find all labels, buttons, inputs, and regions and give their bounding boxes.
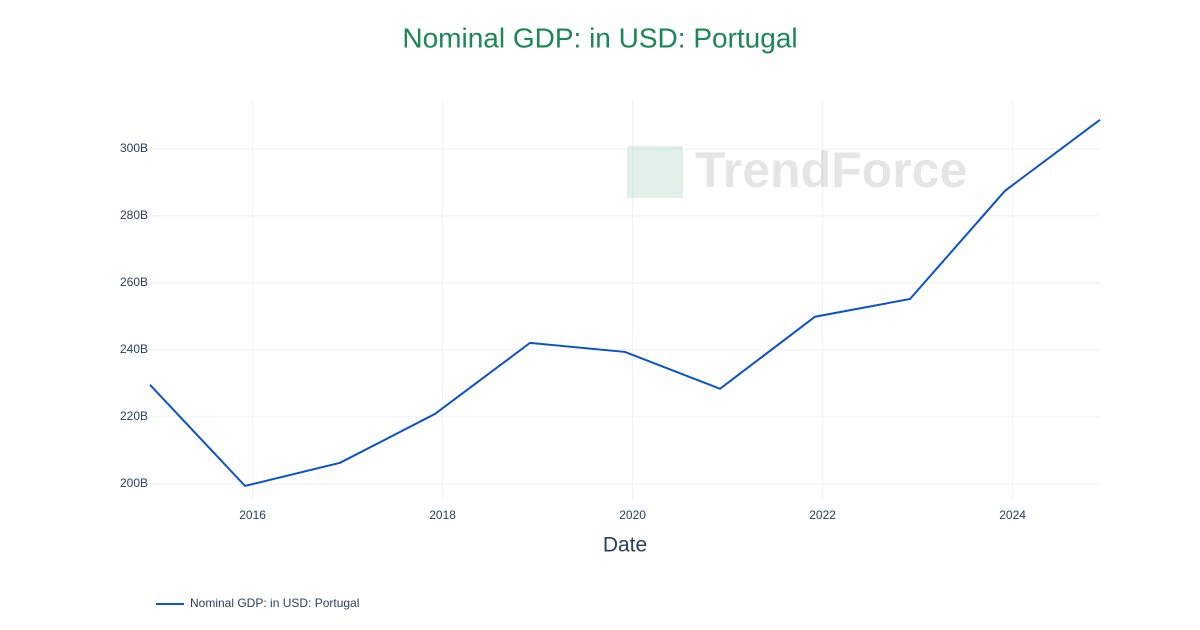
legend-label: Nominal GDP: in USD: Portugal (190, 596, 359, 610)
watermark-logo: TrendForce (627, 142, 967, 198)
line (149, 118, 1101, 488)
x-tick-label: 2016 (239, 508, 266, 522)
y-tick-label: 240B (120, 342, 148, 356)
y-tick-label: 280B (120, 208, 148, 222)
y-tick-label: 300B (120, 141, 148, 155)
y-tick-label: 200B (120, 476, 148, 490)
y-tick-label: 220B (120, 409, 148, 423)
x-tick-label: 2018 (429, 508, 456, 522)
x-tick-label: 2022 (809, 508, 836, 522)
chart-title: Nominal GDP: in USD: Portugal (402, 22, 797, 53)
x-axis-title: Date (603, 534, 647, 557)
grid (150, 100, 1100, 500)
watermark: TrendForce (695, 142, 967, 198)
y-tick-label: 260B (120, 275, 148, 289)
x-tick-label: 2020 (619, 508, 646, 522)
x-tick-label: 2024 (999, 508, 1026, 522)
